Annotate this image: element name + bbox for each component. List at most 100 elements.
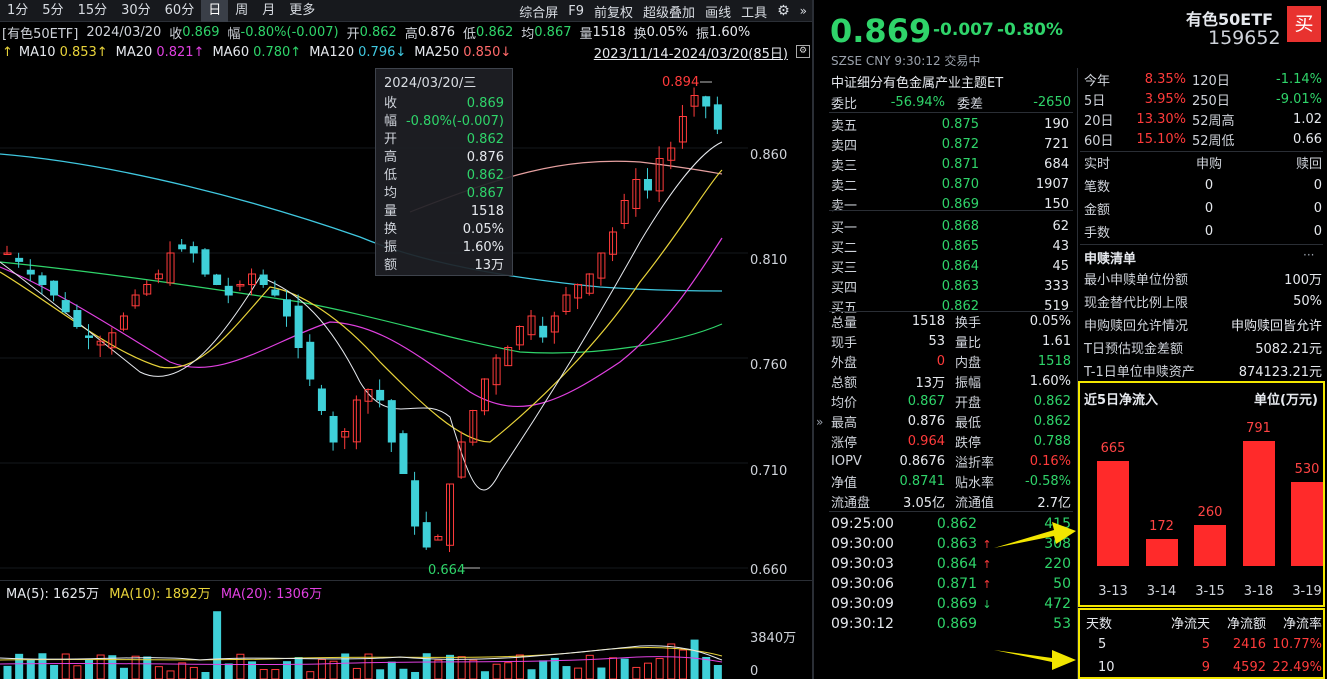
kline-chart[interactable] <box>0 62 748 580</box>
ma20-value: 0.821↑ <box>156 44 205 60</box>
tick-time: 09:30:00 <box>831 536 894 552</box>
period-tab[interactable]: 15分 <box>77 2 108 18</box>
ma60-label: MA60 <box>212 44 250 60</box>
tick-time: 09:25:00 <box>831 516 894 532</box>
toolbar-button[interactable]: 前复权 <box>594 5 634 21</box>
collapse-chevron-icon[interactable]: » <box>816 415 824 429</box>
toolbar-button[interactable]: 工具 <box>741 5 768 21</box>
perf-row: 今年 8.35% 120日 -1.14% <box>1084 69 1322 89</box>
order-book-row: 买一 0.868 62 <box>831 216 1071 236</box>
stat-label: 量比 <box>955 335 982 351</box>
tooltip-row: 收 0.869 <box>384 95 504 113</box>
buy-button[interactable]: 买 <box>1287 6 1321 42</box>
perf-value: 0.66 <box>1293 131 1322 147</box>
stat-value: 13万 <box>915 375 945 391</box>
stat-label: 跌停 <box>955 435 982 451</box>
book-price: 0.875 <box>941 116 979 132</box>
tooltip-row: 开 0.862 <box>384 131 504 149</box>
book-level: 卖二 <box>831 178 858 194</box>
order-book-row: 买四 0.863 333 <box>831 276 1071 296</box>
more-icon[interactable]: ··· <box>1303 248 1315 262</box>
tick-time: 09:30:09 <box>831 596 894 612</box>
settings-icon[interactable]: ⚙ <box>796 45 810 58</box>
security-title: 有色50ETF <box>1186 10 1274 29</box>
stat-row: IOPV 0.8676 溢折率 0.16% <box>831 451 1071 471</box>
stat-value: 0.862 <box>1033 413 1071 429</box>
list-row: T日预估现金差额 5082.21元 <box>1084 336 1322 359</box>
price-change: -0.007 <box>933 20 994 40</box>
flow-bar-category: 3-18 <box>1243 584 1274 599</box>
stat-row: 涨停 0.964 跌停 0.788 <box>831 431 1071 451</box>
period-tab[interactable]: 周 <box>235 2 249 18</box>
list-value: 5082.21元 <box>1255 342 1322 357</box>
volume-chart[interactable] <box>0 600 748 679</box>
toolbar-button[interactable]: 超级叠加 <box>643 5 696 21</box>
vol-ma5: MA(5): 1625万 <box>6 587 100 602</box>
tick-row: 09:30:03 0.864 ↑ 220 <box>831 554 1071 574</box>
tooltip-row: 振 1.60% <box>384 239 504 257</box>
toolbar-button[interactable]: 综合屏 <box>519 5 559 21</box>
stat-row: 总额 13万 振幅 1.60% <box>831 371 1071 391</box>
bar-date: 2024/03/20 <box>86 24 162 40</box>
perf-label: 52周低 <box>1192 133 1235 149</box>
amp-value: 1.60% <box>708 24 751 40</box>
order-book-row: 卖五 0.875 190 <box>831 114 1071 134</box>
ma120-value: 0.796↓ <box>358 44 407 60</box>
period-tab[interactable]: 日 <box>201 0 229 22</box>
price-tick: 0.860 <box>750 148 788 163</box>
book-price: 0.870 <box>941 176 979 192</box>
stat-label: 最低 <box>955 415 982 431</box>
period-tab[interactable]: 更多 <box>289 2 316 18</box>
tooltip-value: 0.05% <box>462 222 504 237</box>
tooltip-row: 高 0.876 <box>384 149 504 167</box>
tick-volume: 53 <box>1053 616 1071 632</box>
chg-value: -0.80%(-0.007) <box>240 24 339 40</box>
stat-label: 涨停 <box>831 435 858 451</box>
turn-label: 换 <box>633 26 647 42</box>
list-value: 874123.21元 <box>1238 365 1322 380</box>
stat-value: 3.05亿 <box>903 495 945 511</box>
gear-icon[interactable]: ⚙ <box>777 3 790 19</box>
book-volume: 45 <box>1052 258 1069 274</box>
flow-title: 近5日净流入 <box>1084 393 1159 408</box>
tooltip-value: 0.876 <box>466 150 504 165</box>
tooltip-row: 幅 -0.80%(-0.007) <box>384 113 504 131</box>
ma10-label-arrow: ↑ <box>2 44 13 60</box>
tooltip-value: 0.862 <box>466 132 504 147</box>
stat-value: 1518 <box>1037 353 1071 369</box>
stat-row: 现手 53 量比 1.61 <box>831 331 1071 351</box>
flow-bar <box>1097 460 1129 566</box>
tooltip-key: 收 <box>384 96 398 111</box>
up-arrow-icon: ↑ <box>982 577 992 591</box>
flow-bar-value: 530 <box>1294 462 1320 478</box>
period-tab[interactable]: 30分 <box>121 2 151 18</box>
order-book-row: 卖三 0.871 684 <box>831 154 1071 174</box>
date-range[interactable]: 2023/11/14-2024/03/20(85日) <box>593 46 788 62</box>
list-row: 申购赎回允许情况 申购赎回皆允许 <box>1084 313 1322 336</box>
period-tab[interactable]: 60分 <box>164 2 195 18</box>
flow-table-header: 净流天 <box>1170 617 1210 632</box>
chevron-right-icon[interactable]: » <box>799 4 807 18</box>
volume-ma-legend: MA(5): 1625万 MA(10): 1892万 MA(20): 1306万 <box>6 583 322 602</box>
tooltip-key: 开 <box>384 132 398 147</box>
redeem-row: 笔数 0 0 <box>1084 174 1322 197</box>
stat-row: 均价 0.867 开盘 0.862 <box>831 391 1071 411</box>
flow-table-cell: 2416 <box>1232 637 1266 652</box>
period-tab[interactable]: 1分 <box>7 2 29 18</box>
tick-time: 09:30:12 <box>831 616 894 632</box>
flow-bar <box>1194 524 1226 566</box>
price-tick: 0.710 <box>750 464 788 479</box>
stat-value: 0 <box>936 353 945 369</box>
list-label: 申购赎回允许情况 <box>1084 319 1189 334</box>
redeem-head-sub: 申购 <box>1195 157 1222 172</box>
period-tab[interactable]: 月 <box>262 2 276 18</box>
toolbar-button[interactable]: 画线 <box>705 5 732 21</box>
book-level: 卖四 <box>831 138 858 154</box>
period-tab[interactable]: 5分 <box>42 2 64 18</box>
tick-time: 09:30:06 <box>831 576 894 592</box>
toolbar-button[interactable]: F9 <box>568 3 585 19</box>
perf-value: -9.01% <box>1276 91 1322 107</box>
stat-value: 0.788 <box>1033 433 1071 449</box>
stat-row: 流通盘 3.05亿 流通值 2.7亿 <box>831 491 1071 511</box>
list-label: 现金替代比例上限 <box>1084 296 1189 311</box>
